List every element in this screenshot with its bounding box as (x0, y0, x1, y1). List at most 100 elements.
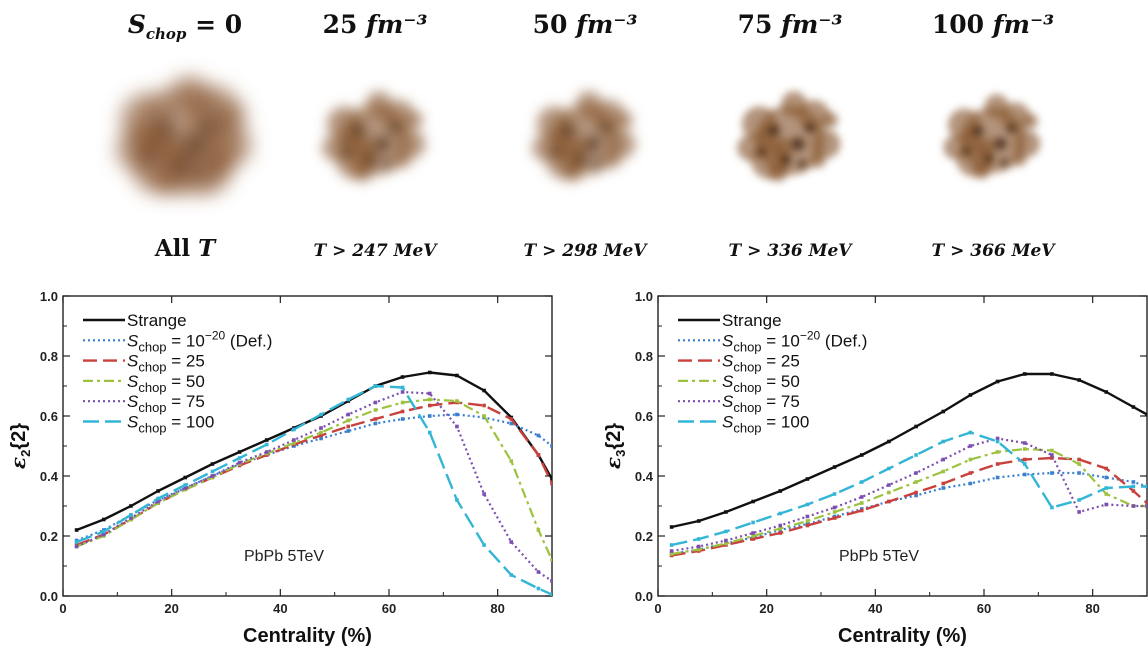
series-point (1077, 471, 1081, 475)
y-tick-label: 0.2 (40, 529, 58, 544)
chop-threshold-title: Schop = 0 (128, 10, 242, 43)
series-point (805, 477, 810, 481)
series-point (509, 417, 514, 421)
series-point (319, 436, 323, 441)
series-point (941, 457, 946, 462)
series-point (373, 400, 378, 405)
series-line (76, 371, 552, 532)
series-point (400, 385, 405, 390)
series-point (696, 547, 701, 552)
series-point (1131, 480, 1136, 484)
temperature-density-blob (532, 91, 636, 182)
series-point (400, 390, 405, 394)
series-point (427, 403, 432, 408)
series-point (1022, 441, 1027, 445)
series-point (1131, 489, 1136, 493)
series-point (669, 543, 674, 547)
epsilon2-panel: 0.0 0.2 0.4 0.6 0.8 1.0 0 20 40 60 80 Centrality (%… (6, 289, 553, 647)
legend-entry: Schop = 75 (722, 392, 800, 415)
y-tick-label: 0.6 (40, 409, 58, 424)
series-group (74, 370, 552, 596)
header-column: Schop = 0 All T (115, 10, 253, 262)
series-point (373, 421, 378, 426)
series-point (156, 496, 160, 501)
series-point (1022, 457, 1027, 462)
y-tick-label: 0.6 (635, 409, 653, 424)
chop-threshold-title: 75 fm⁻³ (738, 10, 843, 39)
series-point (914, 493, 918, 498)
x-tick-label: 0 (654, 601, 661, 616)
series-point (968, 430, 973, 435)
x-tick-label: 40 (273, 601, 287, 616)
temperature-cut-caption: All T (154, 235, 217, 262)
series-point (1022, 372, 1027, 376)
series-point (1022, 462, 1027, 466)
series-point (400, 400, 405, 405)
series-point (1077, 498, 1081, 502)
series-point (482, 543, 486, 547)
legend-entry: Schop = 50 (127, 372, 205, 395)
series-point (887, 499, 891, 504)
series-point (751, 534, 755, 538)
header-column: 100 fm⁻³ T > 366 MeV (932, 10, 1057, 261)
x-tick-label: 80 (490, 601, 504, 616)
series-point (914, 471, 918, 475)
header-column: 50 fm⁻³ T > 298 MeV (524, 10, 649, 261)
series-point (509, 540, 514, 544)
series-point (292, 438, 296, 442)
series-point (210, 474, 215, 478)
series-point (859, 508, 864, 513)
series-point (400, 409, 405, 414)
series-point (995, 475, 1000, 480)
series-point (183, 483, 188, 487)
series-point (264, 450, 269, 454)
series-point (968, 457, 973, 462)
y-tick-label: 0.0 (635, 589, 653, 604)
series-point (427, 391, 432, 396)
series-point (1050, 471, 1054, 475)
series-point (319, 412, 323, 417)
y-axis-title: ε2{2} (6, 423, 33, 469)
temperature-cut-caption: T > 247 MeV (314, 241, 439, 261)
y-tick-label: 0.0 (40, 589, 58, 604)
series-point (455, 373, 459, 378)
series-point (292, 441, 296, 445)
series-point (887, 466, 891, 471)
series-point (724, 529, 728, 534)
temperature-density-blob (943, 94, 1041, 179)
series-point (724, 510, 728, 514)
x-tick-label: 40 (868, 601, 882, 616)
chop-threshold-title: 100 fm⁻³ (932, 10, 1054, 39)
chop-threshold-title: 50 fm⁻³ (533, 10, 638, 39)
thermal-header-row: Schop = 0 All T 25 fm⁻³ T > 247 MeV 50 fm⁻³ T… (115, 10, 1056, 262)
series-point (129, 504, 133, 508)
series-point (373, 384, 378, 388)
series-point (427, 430, 432, 435)
series-point (914, 424, 918, 429)
series-line (671, 447, 1147, 556)
series-point (669, 525, 674, 529)
series-point (455, 399, 459, 403)
series-point (941, 481, 946, 486)
series-point (778, 523, 783, 528)
series-point (1077, 462, 1081, 466)
series-point (1104, 475, 1109, 480)
series-point (1077, 510, 1081, 514)
series-point (1145, 504, 1147, 508)
series-point (74, 540, 79, 544)
series-point (129, 516, 133, 520)
series-point (455, 412, 459, 417)
series-point (427, 370, 432, 375)
series-point (129, 513, 133, 517)
series-point (550, 481, 552, 486)
series-point (1077, 378, 1081, 382)
series-point (455, 424, 459, 429)
x-tick-label: 60 (977, 601, 991, 616)
x-tick-label: 20 (759, 601, 773, 616)
series-point (995, 379, 1000, 384)
series-line (671, 431, 1147, 547)
legend-entry: Schop = 50 (722, 372, 800, 395)
series-point (696, 519, 701, 523)
series-point (859, 495, 864, 499)
series-point (536, 433, 541, 438)
